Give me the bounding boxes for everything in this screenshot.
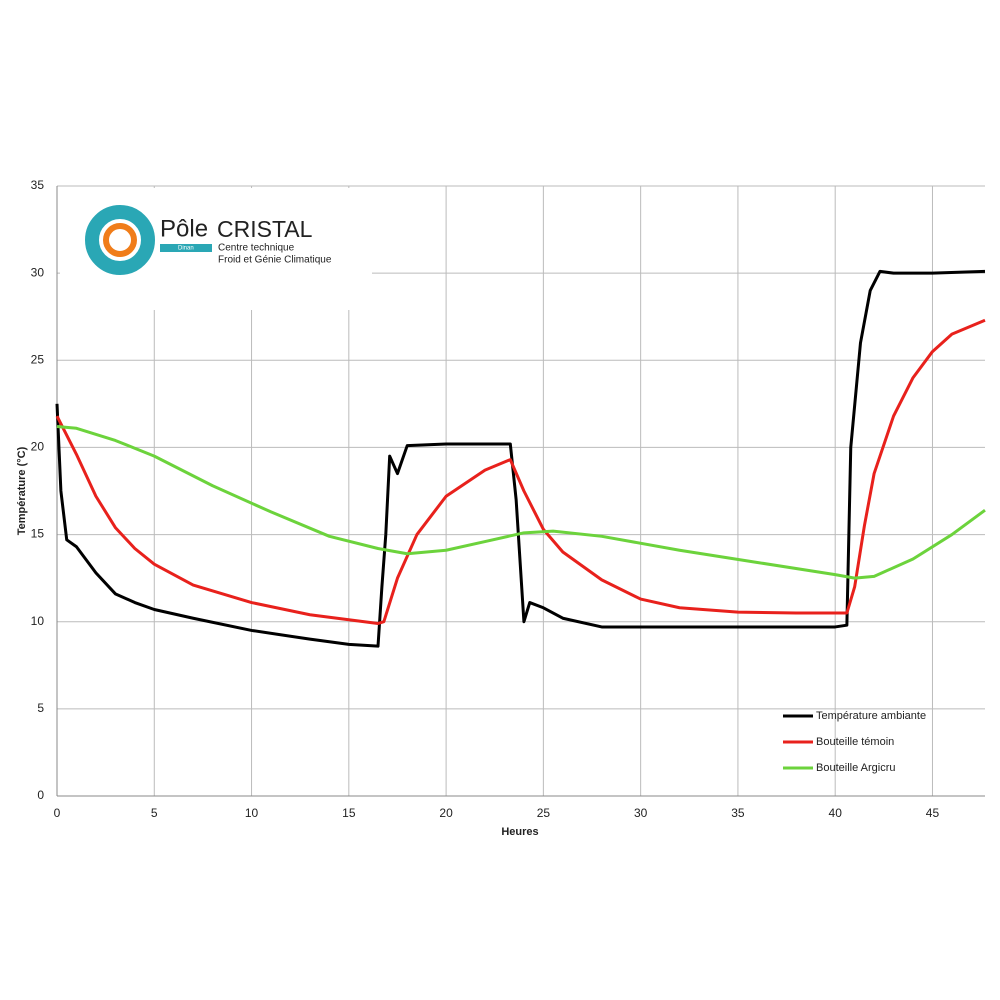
logo-line1: Centre technique xyxy=(218,243,295,254)
y-tick-label: 30 xyxy=(31,265,45,279)
x-tick-label: 15 xyxy=(342,806,356,820)
y-axis-label: Température (°C) xyxy=(16,446,28,535)
logo-tag-box xyxy=(160,244,212,252)
logo-brand-b: CRISTAL xyxy=(217,216,313,242)
x-tick-label: 5 xyxy=(151,806,158,820)
x-tick-label: 35 xyxy=(731,806,745,820)
logo-tag: Dinan xyxy=(178,246,194,252)
y-tick-label: 25 xyxy=(31,352,45,366)
line-series xyxy=(55,269,986,648)
logo-line2: Froid et Génie Climatique xyxy=(218,255,332,266)
plot: 0 5 10 15 20 25 30 35 0 5 10 15 20 25 30 35 40 45 xyxy=(31,178,986,820)
logo-ring xyxy=(85,205,155,275)
x-tick-label: 10 xyxy=(245,806,259,820)
x-axis-label: Heures xyxy=(501,826,538,838)
logo-brand-a: Pôle xyxy=(160,215,208,242)
x-tick-label: 45 xyxy=(926,806,940,820)
x-tick-label: 25 xyxy=(537,806,551,820)
y-tick-label: 0 xyxy=(37,788,44,802)
x-tick-label: 0 xyxy=(54,806,61,820)
legend-label: Bouteille témoin xyxy=(816,736,894,748)
x-tick-label: 30 xyxy=(634,806,648,820)
y-tick-label: 5 xyxy=(37,701,44,715)
logo: Pôle CRISTAL Dinan Centre technique Froi… xyxy=(60,188,372,310)
x-tick-label: 20 xyxy=(439,806,453,820)
x-tick-label: 40 xyxy=(829,806,843,820)
legend-label: Température ambiante xyxy=(816,710,926,722)
logo-inner xyxy=(103,223,137,257)
line-series xyxy=(56,425,986,580)
line-series xyxy=(55,318,986,625)
y-tick-label: 15 xyxy=(31,527,45,541)
y-tick-label: 20 xyxy=(31,440,45,454)
legend-label: Bouteille Argicru xyxy=(816,762,896,774)
y-tick-label: 35 xyxy=(31,178,45,192)
y-tick-label: 10 xyxy=(31,614,45,628)
